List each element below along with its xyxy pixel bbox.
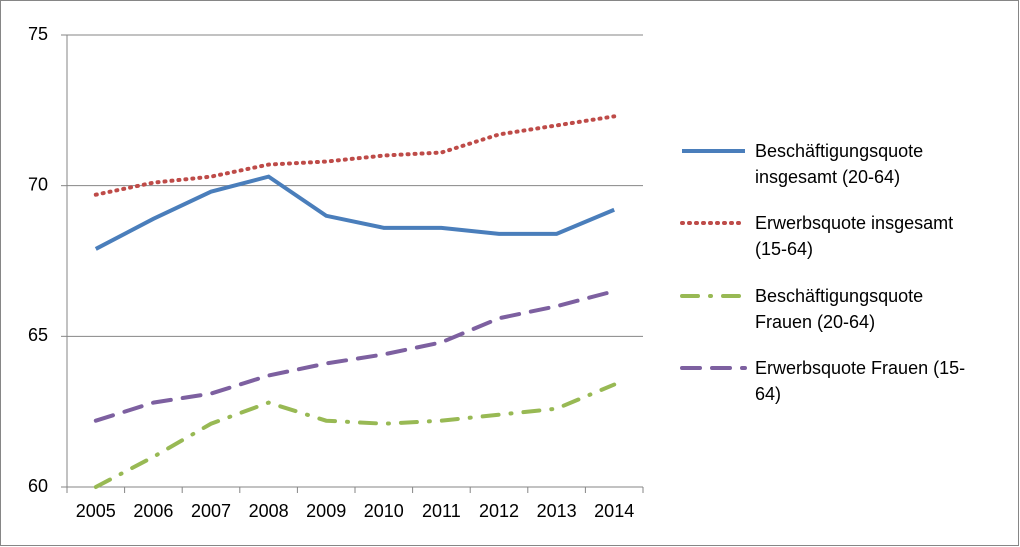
x-tick-label: 2008 [249, 501, 289, 521]
series-line [93, 382, 617, 489]
x-tick-label: 2007 [191, 501, 231, 521]
x-tick-label: 2009 [306, 501, 346, 521]
legend-label: Erwerbsquote insgesamt (15-64) [755, 213, 954, 259]
x-tick-label: 2012 [479, 501, 519, 521]
x-tick-label: 2011 [422, 501, 461, 521]
x-tick-label: 2014 [594, 501, 634, 521]
x-tick-label: 2010 [364, 501, 404, 521]
series-line [94, 174, 615, 251]
series-line [93, 114, 617, 197]
y-tick-label: 70 [28, 174, 48, 194]
x-tick-label: 2013 [537, 501, 577, 521]
series-line [93, 289, 617, 423]
x-tick-label: 2005 [76, 501, 116, 521]
y-tick-label: 65 [28, 325, 48, 345]
legend-label: Beschäftigungsquote insgesamt (20-64) [755, 141, 924, 187]
y-tick-label: 75 [28, 24, 48, 44]
legend-label: Erwerbsquote Frauen (15-64) [755, 358, 966, 404]
legend-label: Beschäftigungsquote Frauen (20-64) [755, 286, 924, 332]
y-tick-label: 60 [28, 476, 48, 496]
x-tick-label: 2006 [133, 501, 173, 521]
